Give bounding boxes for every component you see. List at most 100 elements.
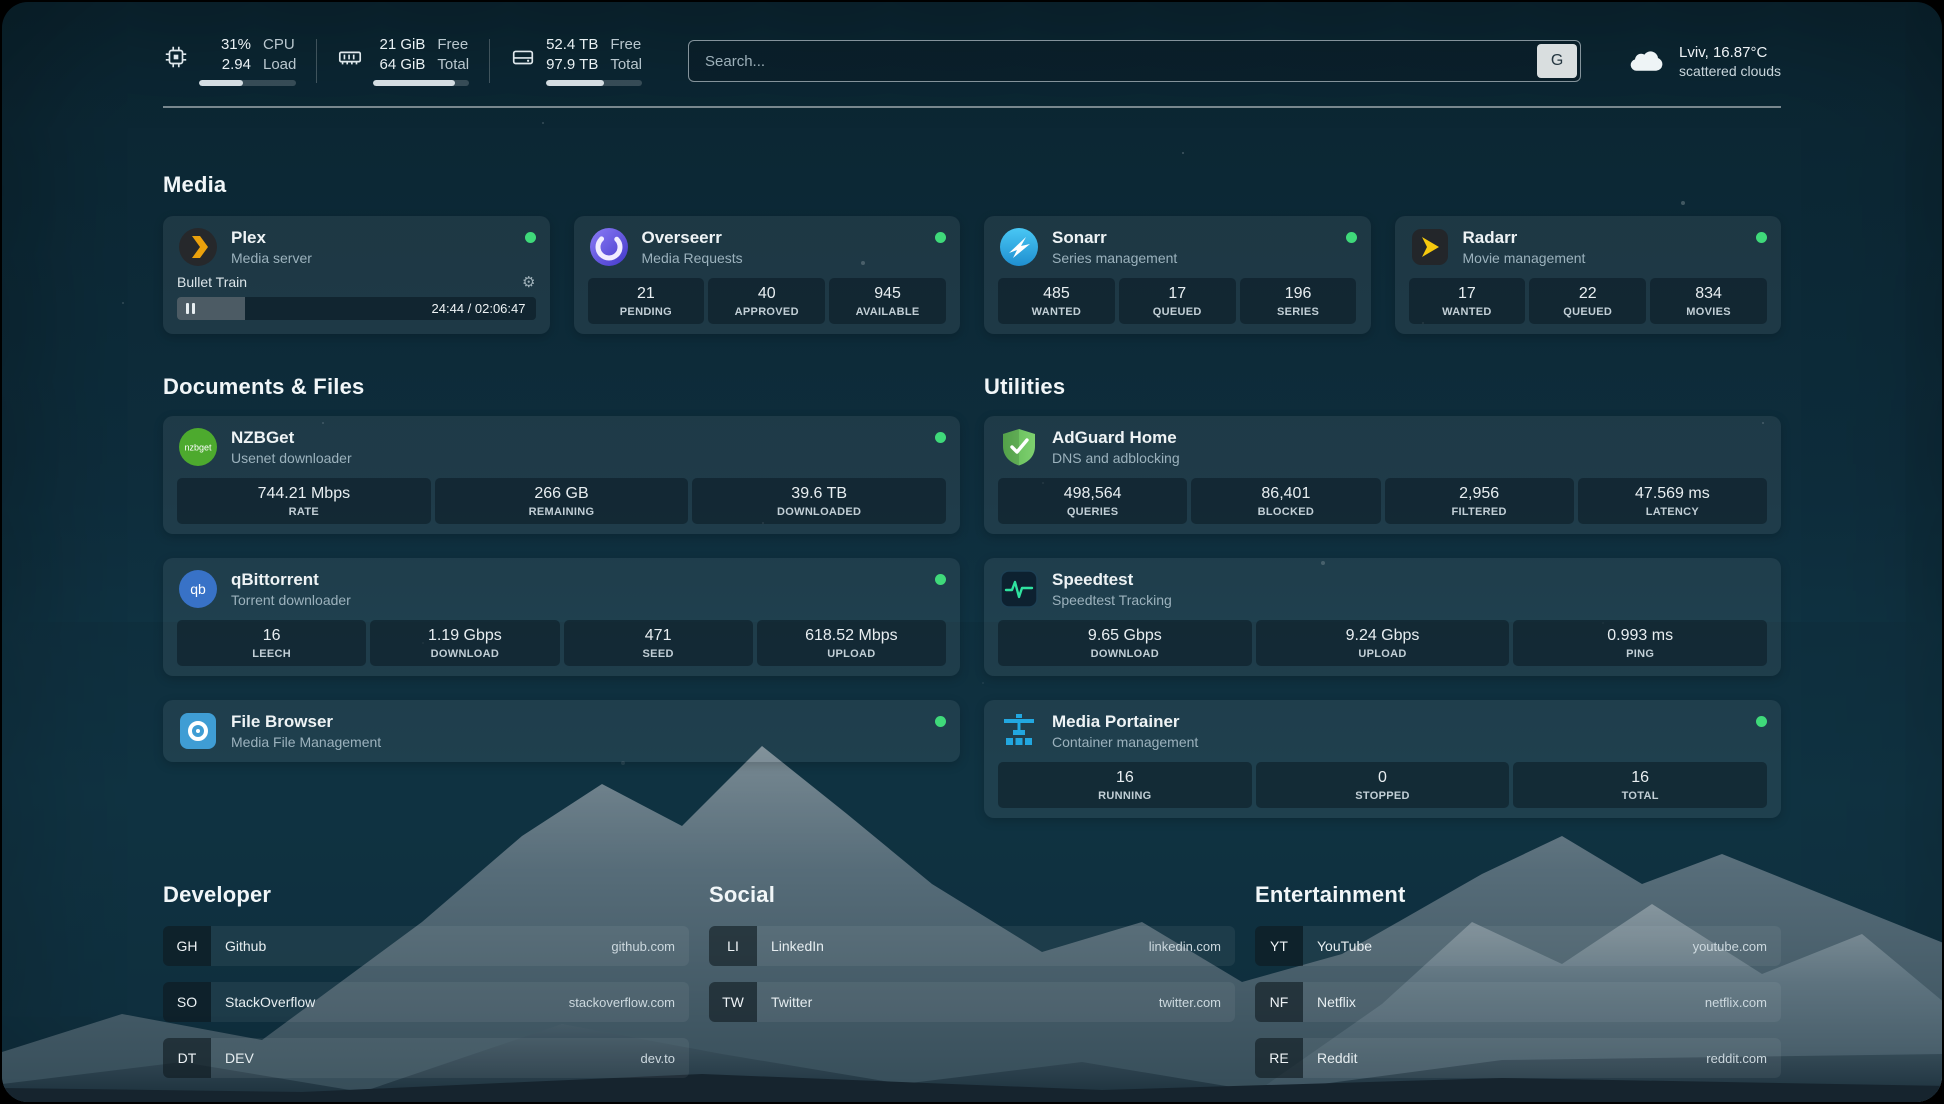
status-dot [935,432,946,443]
cpu-usage-label: CPU [263,36,296,54]
service-card-nzbget[interactable]: nzbget NZBGet Usenet downloader 744.21 M… [163,416,960,534]
service-card-radarr[interactable]: Radarr Movie management 17 WANTED 22 QUE… [1395,216,1782,334]
bookmark-netflix[interactable]: NF Netflix netflix.com [1255,982,1781,1022]
bookmark-stackoverflow[interactable]: SO StackOverflow stackoverflow.com [163,982,689,1022]
service-card-qbittorrent[interactable]: qb qBittorrent Torrent downloader 16 LEE… [163,558,960,676]
memory-progress-bar [373,80,469,86]
service-card-portainer[interactable]: Media Portainer Container management 16 … [984,700,1781,818]
memory-total-label: Total [437,56,469,74]
svg-text:qb: qb [190,581,206,597]
bookmark-group-entertainment: Entertainment YT YouTube youtube.com NF … [1255,882,1781,1078]
sonarr-icon [998,226,1040,268]
stat-queued: 22 QUEUED [1529,278,1646,324]
stat-label: QUERIES [1002,506,1183,518]
disk-progress-bar [546,80,642,86]
service-subtitle: Media server [231,250,312,266]
stat-label: DOWNLOAD [1002,648,1248,660]
divider [316,39,317,83]
service-card-sonarr[interactable]: Sonarr Series management 485 WANTED 17 Q… [984,216,1371,334]
stat-value: 16 [1002,769,1248,787]
stat-value: 39.6 TB [696,485,942,503]
bookmark-name: StackOverflow [225,994,315,1010]
pause-icon[interactable] [186,303,195,314]
service-card-overseerr[interactable]: Overseerr Media Requests 21 PENDING 40 A… [574,216,961,334]
bookmark-github[interactable]: GH Github github.com [163,926,689,966]
bookmark-url: netflix.com [1705,995,1767,1010]
service-name: File Browser [231,712,381,732]
search-input[interactable] [689,53,1537,70]
status-dot [935,574,946,585]
section-title-entertainment: Entertainment [1255,882,1781,908]
bookmark-twitter[interactable]: TW Twitter twitter.com [709,982,1235,1022]
stat-movies: 834 MOVIES [1650,278,1767,324]
speedtest-icon [998,568,1040,610]
stat-upload: 9.24 Gbps UPLOAD [1256,620,1510,666]
stat-download: 1.19 Gbps DOWNLOAD [370,620,559,666]
service-name: Media Portainer [1052,712,1198,732]
stat-available: 945 AVAILABLE [829,278,946,324]
disk-free-label: Free [610,36,642,54]
memory-free-label: Free [437,36,469,54]
service-card-filebrowser[interactable]: File Browser Media File Management [163,700,960,762]
memory-widget: 21 GiB Free 64 GiB Total [337,36,469,86]
service-subtitle: DNS and adblocking [1052,450,1180,466]
stat-value: 16 [181,627,362,645]
plex-player-bar[interactable]: 24:44 / 02:06:47 [177,297,536,320]
stat-value: 834 [1654,285,1763,303]
status-dot [935,716,946,727]
service-subtitle: Media Requests [642,250,743,266]
stat-filtered: 2,956 FILTERED [1385,478,1574,524]
section-title-developer: Developer [163,882,689,908]
section-title-media: Media [163,172,1781,198]
divider [489,39,490,83]
stat-label: BLOCKED [1195,506,1376,518]
stat-total: 16 TOTAL [1513,762,1767,808]
bookmark-linkedin[interactable]: LI LinkedIn linkedin.com [709,926,1235,966]
bookmark-reddit[interactable]: RE Reddit reddit.com [1255,1038,1781,1078]
disk-widget: 52.4 TB Free 97.9 TB Total [510,36,642,86]
stat-ping: 0.993 ms PING [1513,620,1767,666]
stat-label: SERIES [1244,306,1353,318]
memory-icon [337,44,363,75]
disk-progress-fill [546,80,604,86]
disk-total-value: 97.9 TB [546,56,598,74]
filebrowser-icon [177,710,219,752]
stat-value: 9.65 Gbps [1002,627,1248,645]
section-documents: Documents & Files nzbget NZBGet Usenet d [163,374,960,818]
stat-remaining: 266 GB REMAINING [435,478,689,524]
service-card-speedtest[interactable]: Speedtest Speedtest Tracking 9.65 Gbps D… [984,558,1781,676]
stat-value: 47.569 ms [1582,485,1763,503]
bookmark-url: reddit.com [1706,1051,1767,1066]
stat-running: 16 RUNNING [998,762,1252,808]
stat-value: 22 [1533,285,1642,303]
service-card-adguard[interactable]: AdGuard Home DNS and adblocking 498,564 … [984,416,1781,534]
nzbget-icon: nzbget [177,426,219,468]
service-subtitle: Usenet downloader [231,450,352,466]
memory-progress-fill [373,80,454,86]
bookmark-youtube[interactable]: YT YouTube youtube.com [1255,926,1781,966]
bookmark-abbr: NF [1255,982,1303,1022]
bookmark-url: youtube.com [1693,939,1767,954]
search-provider-button[interactable]: G [1537,44,1577,78]
stat-approved: 40 APPROVED [708,278,825,324]
bookmark-abbr: LI [709,926,757,966]
disk-free-value: 52.4 TB [546,36,598,54]
stat-value: 9.24 Gbps [1260,627,1506,645]
gear-icon[interactable]: ⚙ [522,275,535,290]
service-card-plex[interactable]: Plex Media server Bullet Train ⚙ 24:44 /… [163,216,550,334]
stat-latency: 47.569 ms LATENCY [1578,478,1767,524]
stat-value: 744.21 Mbps [181,485,427,503]
qbittorrent-icon: qb [177,568,219,610]
bookmark-dev[interactable]: DT DEV dev.to [163,1038,689,1078]
bookmark-url: stackoverflow.com [569,995,675,1010]
stat-value: 21 [592,285,701,303]
stat-value: 17 [1413,285,1522,303]
stat-downloaded: 39.6 TB DOWNLOADED [692,478,946,524]
top-bar: 31% CPU 2.94 Load [163,36,1781,108]
stat-value: 1.19 Gbps [374,627,555,645]
bookmark-group-social: Social LI LinkedIn linkedin.com TW Twitt… [709,882,1235,1078]
bookmark-name: Twitter [771,994,812,1010]
bookmark-name: Reddit [1317,1050,1357,1066]
stat-value: 40 [712,285,821,303]
bookmark-abbr: DT [163,1038,211,1078]
